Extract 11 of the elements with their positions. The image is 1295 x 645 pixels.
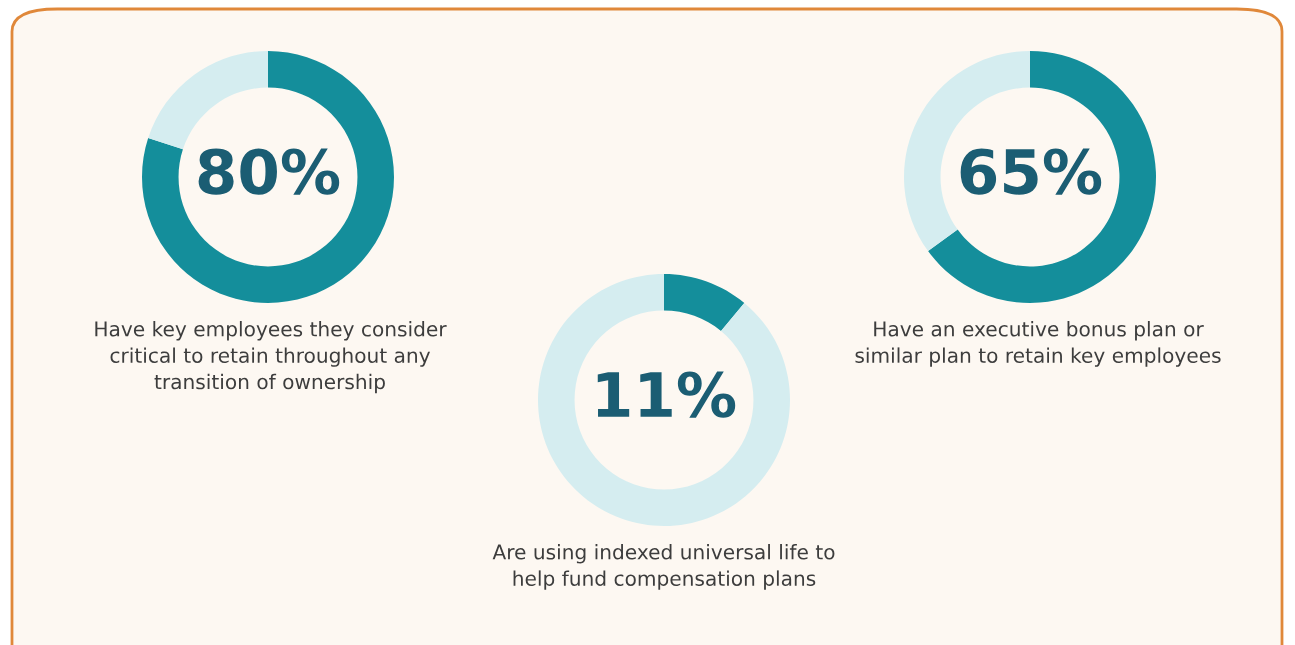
data-label: 65% — [960, 148, 1102, 195]
donut-slice — [142, 51, 394, 303]
donut-slice — [538, 274, 790, 526]
text: Have an executive bonus plan or similar plan to retain key employees — [855, 321, 1221, 367]
donut-slice — [148, 51, 268, 150]
donut-slice — [664, 274, 745, 332]
text: Have key employees they consider critical to retain throughout any transition of ownership — [95, 321, 447, 394]
text: Are using indexed universal life to help fund compensation plans — [492, 544, 835, 590]
donut-slice — [928, 51, 1156, 303]
data-label: 80% — [198, 148, 340, 195]
data-label: 11% — [597, 371, 736, 418]
